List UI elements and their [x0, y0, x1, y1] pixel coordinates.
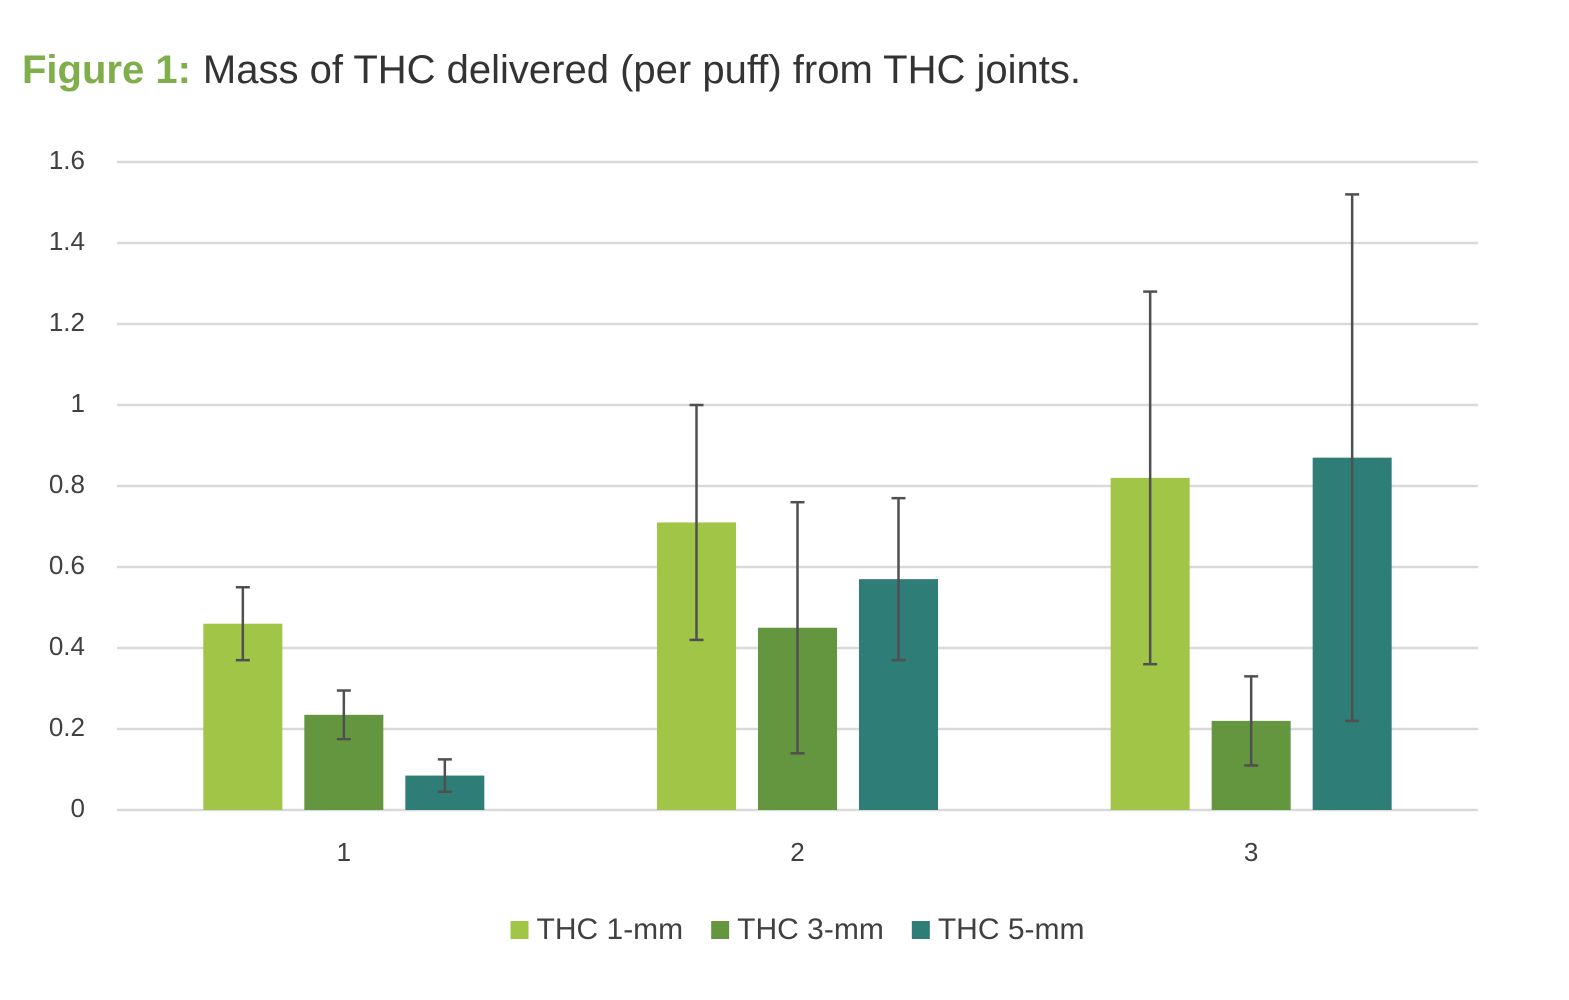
- legend-swatch: [510, 921, 529, 939]
- error-bar: [1244, 675, 1259, 767]
- y-tick-label: 1.4: [49, 226, 85, 256]
- x-tick-label: 1: [337, 837, 351, 867]
- y-tick-label: 1: [71, 388, 85, 418]
- y-tick-label: 1.2: [49, 307, 85, 337]
- error-bar: [790, 500, 805, 755]
- chart-title: Figure 1: Mass of THC delivered (per puff…: [22, 48, 1081, 92]
- error-bar: [235, 586, 250, 662]
- error-bar: [336, 689, 351, 741]
- error-bar: [689, 403, 704, 642]
- legend-label: THC 3-mm: [737, 913, 884, 946]
- y-tick-label: 0.2: [49, 712, 85, 742]
- y-tick-label: 0.6: [49, 550, 85, 580]
- figure-label: Figure 1:: [22, 48, 191, 92]
- legend-label: THC 1-mm: [537, 913, 684, 946]
- error-bar: [1345, 193, 1360, 723]
- error-bar: [437, 758, 452, 794]
- error-bar: [891, 496, 906, 662]
- y-tick-label: 0.4: [49, 631, 85, 661]
- legend-swatch: [711, 921, 730, 939]
- x-tick-label: 2: [790, 837, 804, 867]
- title-text: Mass of THC delivered (per puff) from TH…: [203, 48, 1081, 92]
- y-tick-label: 0: [71, 793, 85, 823]
- legend-label: THC 5-mm: [938, 913, 1085, 946]
- error-bar: [1143, 290, 1158, 666]
- x-tick-label: 3: [1244, 837, 1258, 867]
- y-tick-label: 0.8: [49, 469, 85, 499]
- legend-swatch: [911, 921, 930, 939]
- y-tick-label: 1.6: [49, 145, 85, 175]
